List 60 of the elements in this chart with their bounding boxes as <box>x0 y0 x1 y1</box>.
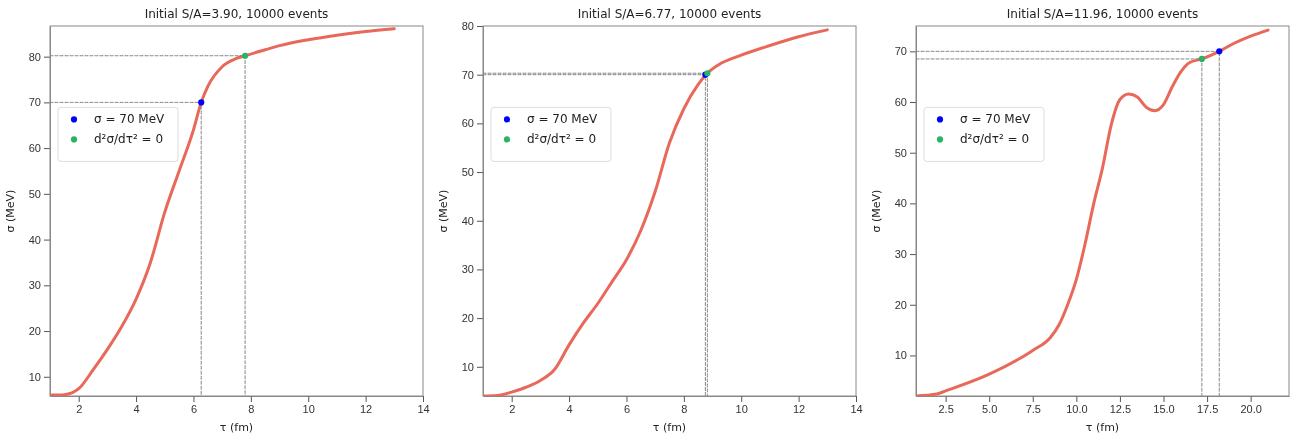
y-tick-label: 50 <box>894 146 907 159</box>
x-tick-label: 5.0 <box>982 402 998 415</box>
x-tick-label: 12.5 <box>1109 402 1132 415</box>
legend-label: σ = 70 MeV <box>527 112 599 127</box>
y-axis-title: σ (MeV) <box>4 189 17 233</box>
y-tick-label: 20 <box>894 298 907 311</box>
x-tick-label: 8 <box>681 402 688 415</box>
x-tick-label: 12 <box>792 402 806 415</box>
y-tick-label: 10 <box>28 370 41 383</box>
x-tick-label: 10.0 <box>1066 402 1088 415</box>
x-tick-label: 7.5 <box>1025 402 1041 415</box>
y-tick-label: 80 <box>461 20 474 33</box>
x-tick-label: 6 <box>190 402 198 415</box>
y-tick-label: 10 <box>461 360 474 373</box>
x-tick-label: 14 <box>417 402 430 415</box>
y-tick-label: 50 <box>461 166 474 179</box>
y-tick-label: 50 <box>28 187 41 200</box>
legend-label: σ = 70 MeV <box>960 112 1032 127</box>
chart-title: Initial S/A=6.77, 10000 events <box>577 7 762 21</box>
y-tick-label: 30 <box>894 248 907 261</box>
y-tick-label: 20 <box>28 325 41 338</box>
x-tick-label: 20.0 <box>1240 402 1262 415</box>
y-axis-title: σ (MeV) <box>437 189 450 233</box>
y-tick-label: 40 <box>894 197 907 210</box>
y-tick-label: 70 <box>461 68 474 81</box>
x-tick-label: 10 <box>735 402 748 415</box>
y-axis-title: σ (MeV) <box>870 189 883 233</box>
legend-label: d²σ/dτ² = 0 <box>960 132 1030 147</box>
x-tick-label: 14 <box>850 402 863 415</box>
y-tick-label: 60 <box>461 117 474 130</box>
x-tick-label: 10 <box>302 402 315 415</box>
x-tick-label: 4 <box>566 402 573 415</box>
y-tick-label: 80 <box>28 50 41 63</box>
x-tick-label: 15.0 <box>1153 402 1175 415</box>
x-tick-label: 12 <box>359 402 373 415</box>
y-tick-label: 10 <box>894 349 907 362</box>
legend-label: d²σ/dτ² = 0 <box>94 132 164 147</box>
chart-title: Initial S/A=3.90, 10000 events <box>144 7 329 21</box>
x-tick-label: 8 <box>248 402 255 415</box>
x-tick-label: 2 <box>509 402 516 415</box>
x-tick-label: 4 <box>133 402 140 415</box>
y-tick-label: 70 <box>894 45 907 58</box>
x-tick-label: 2.5 <box>938 402 954 415</box>
x-tick-label: 17.5 <box>1196 402 1219 415</box>
x-tick-label: 6 <box>623 402 631 415</box>
x-tick-label: 2 <box>76 402 83 415</box>
y-tick-label: 70 <box>28 96 41 109</box>
chart-title: Initial S/A=11.96, 10000 events <box>1006 7 1199 21</box>
y-tick-label: 40 <box>28 233 41 246</box>
y-tick-label: 20 <box>461 312 474 325</box>
y-tick-label: 30 <box>28 279 41 292</box>
x-axis-title: τ (fm) <box>219 421 254 434</box>
y-tick-label: 60 <box>894 96 907 109</box>
legend-label: σ = 70 MeV <box>94 112 166 127</box>
x-axis-title: τ (fm) <box>652 421 687 434</box>
y-tick-label: 60 <box>28 142 41 155</box>
y-tick-label: 30 <box>461 263 474 276</box>
x-axis-title: τ (fm) <box>1085 421 1120 434</box>
y-tick-label: 40 <box>461 214 474 227</box>
legend-label: d²σ/dτ² = 0 <box>527 132 597 147</box>
